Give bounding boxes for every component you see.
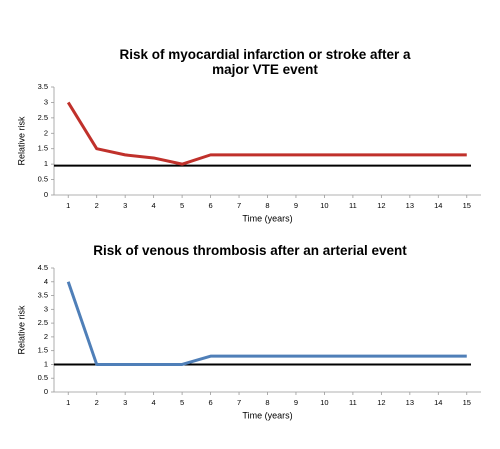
y-tick-label: 3 bbox=[44, 97, 48, 106]
y-tick-label: 2 bbox=[44, 128, 48, 137]
x-tick-label: 12 bbox=[377, 201, 385, 210]
x-tick-label: 3 bbox=[123, 398, 127, 407]
y-tick-label: 3 bbox=[44, 304, 48, 313]
x-tick-label: 2 bbox=[95, 201, 99, 210]
y-tick-label: 2.5 bbox=[38, 113, 48, 122]
x-axis-title: Time (years) bbox=[242, 410, 292, 420]
y-axis-title: Relative risk bbox=[16, 305, 26, 355]
x-tick-label: 14 bbox=[434, 398, 442, 407]
x-tick-label: 7 bbox=[237, 398, 241, 407]
x-tick-label: 15 bbox=[463, 398, 471, 407]
chart-title: Risk of venous thrombosis after an arter… bbox=[93, 243, 407, 258]
x-tick-label: 8 bbox=[265, 201, 269, 210]
x-tick-label: 7 bbox=[237, 201, 241, 210]
x-axis-title: Time (years) bbox=[242, 213, 292, 223]
y-tick-label: 4.5 bbox=[38, 263, 48, 272]
x-tick-label: 6 bbox=[208, 201, 212, 210]
y-tick-label: 1 bbox=[44, 359, 48, 368]
x-tick-label: 5 bbox=[180, 398, 184, 407]
y-axis-title: Relative risk bbox=[16, 116, 26, 166]
x-tick-label: 12 bbox=[377, 398, 385, 407]
y-tick-label: 0 bbox=[44, 190, 48, 199]
y-tick-label: 3.5 bbox=[38, 291, 48, 300]
x-tick-label: 1 bbox=[66, 398, 70, 407]
series-line bbox=[66, 101, 467, 166]
x-tick-label: 4 bbox=[152, 398, 156, 407]
x-tick-label: 15 bbox=[463, 201, 471, 210]
x-tick-label: 11 bbox=[349, 201, 357, 210]
y-tick-label: 1 bbox=[44, 159, 48, 168]
x-tick-label: 8 bbox=[265, 398, 269, 407]
x-tick-label: 13 bbox=[406, 398, 414, 407]
y-tick-label: 2.5 bbox=[38, 318, 48, 327]
x-tick-label: 10 bbox=[320, 398, 328, 407]
x-tick-label: 3 bbox=[123, 201, 127, 210]
chart-title: Risk of myocardial infarction or stroke … bbox=[119, 47, 411, 77]
y-tick-label: 0 bbox=[44, 387, 48, 396]
x-tick-label: 14 bbox=[434, 201, 442, 210]
x-tick-label: 6 bbox=[208, 398, 212, 407]
y-tick-label: 4 bbox=[44, 277, 48, 286]
x-tick-label: 13 bbox=[406, 201, 414, 210]
y-tick-label: 1.5 bbox=[38, 144, 48, 153]
x-tick-label: 1 bbox=[66, 201, 70, 210]
x-tick-label: 11 bbox=[349, 398, 357, 407]
y-tick-label: 0.5 bbox=[38, 175, 48, 184]
x-tick-label: 4 bbox=[152, 201, 156, 210]
x-tick-label: 9 bbox=[294, 398, 298, 407]
x-tick-label: 10 bbox=[320, 201, 328, 210]
y-tick-label: 3.5 bbox=[38, 82, 48, 91]
y-tick-label: 1.5 bbox=[38, 346, 48, 355]
x-tick-label: 2 bbox=[95, 398, 99, 407]
y-tick-label: 0.5 bbox=[38, 373, 48, 382]
x-tick-label: 5 bbox=[180, 201, 184, 210]
y-tick-label: 2 bbox=[44, 332, 48, 341]
x-tick-label: 9 bbox=[294, 201, 298, 210]
series-line bbox=[66, 281, 467, 366]
